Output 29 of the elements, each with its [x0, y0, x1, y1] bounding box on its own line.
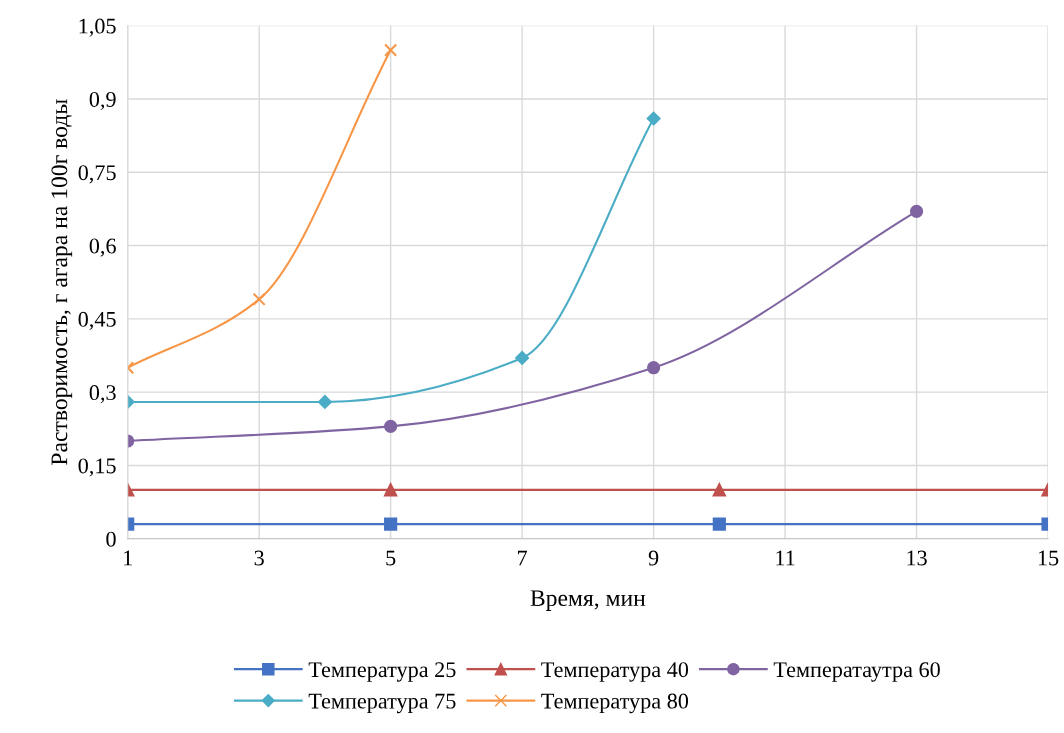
y-tick-label: 0,75 — [78, 165, 116, 184]
x-axis-title: Время, мин — [530, 590, 646, 611]
x-tick-label: 15 — [1038, 550, 1059, 566]
y-tick-label: 0,9 — [89, 91, 116, 111]
x-tick-label: 1 — [124, 550, 132, 566]
y-tick-label: 1,05 — [79, 18, 116, 37]
point — [647, 361, 661, 375]
x-tick-label: 13 — [907, 550, 927, 566]
x-tick-label: 3 — [254, 550, 264, 566]
x-tick-label: 9 — [648, 550, 659, 566]
point — [384, 43, 398, 57]
y-tick-label: 0,45 — [78, 311, 116, 330]
point — [909, 204, 924, 218]
point — [646, 111, 661, 126]
legend-label: Температаутра 60 — [773, 662, 940, 682]
y-tick-label: 0,3 — [89, 385, 116, 404]
y-tick-label: 0 — [106, 531, 116, 547]
y-tick-label: 0,6 — [89, 238, 116, 257]
x-tick-label: 7 — [518, 550, 528, 566]
legend-label: Температура 75 — [308, 693, 456, 714]
y-tick-label: 0,15 — [78, 458, 116, 477]
point — [384, 419, 398, 433]
legend-label: Температура 40 — [541, 662, 689, 682]
y-axis-title: Растворимость, г агара на 100г воды — [51, 99, 73, 465]
point — [515, 351, 530, 365]
legend-label: Температура 25 — [308, 662, 456, 682]
x-tick-label: 11 — [776, 550, 795, 566]
x-tick-label: 5 — [386, 550, 396, 566]
legend-label: Температура 80 — [541, 693, 689, 714]
